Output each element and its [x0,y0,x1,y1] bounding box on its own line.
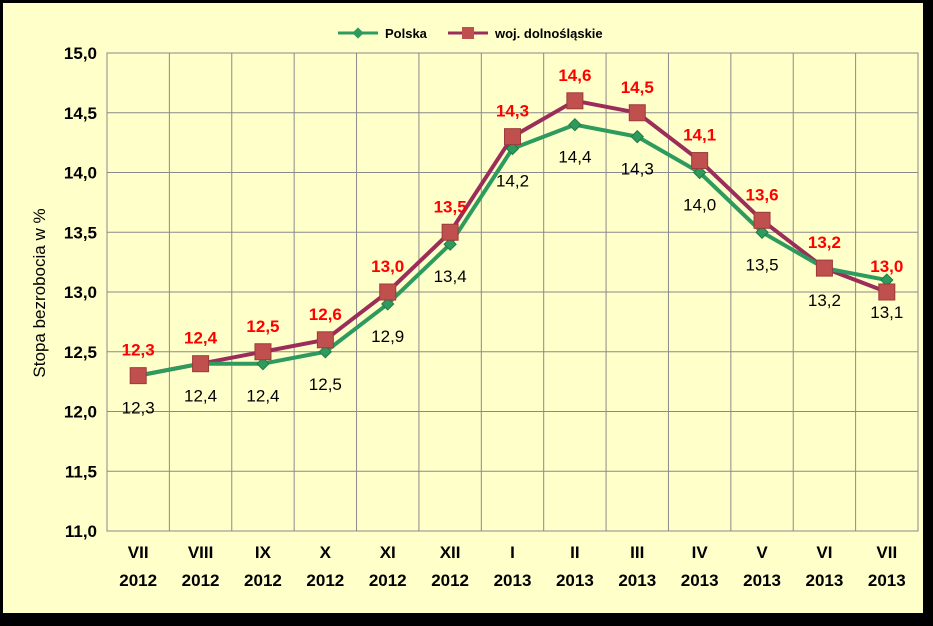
x-tick-labels: VII2012VIII2012IX2012X2012XI2012XII2012I… [119,543,905,590]
legend: Polska woj. dolnośląskie [338,26,603,41]
x-tick-label-month: VI [816,543,832,562]
y-tick-label: 11,5 [65,462,97,481]
marker-polska [318,345,333,359]
legend-label-polska: Polska [385,26,428,41]
y-tick-label: 15,0 [64,44,97,63]
data-label-polska: 12,4 [246,387,279,406]
x-tick-label-month: IX [255,543,272,562]
data-label-polska: 14,4 [558,148,591,167]
x-tick-label-month: III [630,543,644,562]
marker-polska [630,129,644,144]
data-label-dolnoslaskie: 14,6 [558,66,591,85]
data-label-dolnoslaskie: 13,6 [745,185,778,204]
data-label-polska: 12,9 [371,327,404,346]
y-tick-label: 11,0 [65,522,97,541]
data-label-polska: 14,3 [621,160,654,179]
y-tick-label: 14,0 [64,164,97,183]
x-tick-label-year: 2012 [306,571,344,590]
x-tick-label-month: XII [440,543,461,562]
x-tick-label-year: 2013 [681,571,719,590]
marker-dolnoslaskie [815,259,833,277]
marker-dolnoslaskie [129,367,147,385]
data-label-dolnoslaskie: 14,5 [621,78,654,97]
marker-polska [443,237,457,251]
grid-lines [106,52,919,532]
x-tick-label-month: II [570,543,579,562]
marker-dolnoslaskie [192,355,210,373]
data-label-polska: 13,2 [808,291,841,310]
data-label-dolnoslaskie: 12,3 [122,341,155,360]
chart-frame: 11,0 11,5 12,0 12,5 13,0 13,5 14,0 14,5 15,0 VII… [3,3,923,613]
data-label-dolnoslaskie: 12,5 [246,317,279,336]
y-tick-label: 12,0 [64,403,97,422]
marker-polska [505,141,520,156]
marker-polska [755,225,769,239]
y-tick-label: 14,5 [64,104,97,123]
marker-dolnoslaskie [379,283,397,301]
legend-marker-dolnoslaskie [462,27,474,39]
data-label-dolnoslaskie: 14,3 [496,102,529,121]
marker-polska [256,356,270,371]
y-tick-label: 12,5 [64,343,97,362]
data-label-dolnoslaskie: 13,2 [808,233,841,252]
data-label-dolnoslaskie: 14,1 [683,126,716,145]
x-tick-label-month: I [510,543,515,562]
y-axis-title: Stopa bezrobocia w % [30,208,49,377]
x-tick-label-year: 2013 [556,571,594,590]
data-label-dolnoslaskie: 13,0 [870,257,903,276]
data-label-dolnoslaskie: 13,5 [434,197,467,216]
marker-dolnoslaskie [566,92,584,110]
data-label-polska: 13,4 [434,267,467,286]
x-tick-label-year: 2012 [369,571,407,590]
data-label-dolnoslaskie: 13,0 [371,257,404,276]
series-line-polska [137,122,888,378]
marker-dolnoslaskie [753,211,771,229]
marker-polska [568,117,582,132]
data-label-dolnoslaskie: 12,6 [309,305,342,324]
marker-dolnoslaskie [691,152,709,170]
x-tick-label-year: 2012 [244,571,282,590]
legend-marker-polska [352,27,364,39]
series-markers [129,92,896,385]
x-tick-label-month: V [756,543,768,562]
x-tick-label-month: IV [692,543,709,562]
x-tick-label-year: 2012 [431,571,469,590]
data-label-polska: 12,3 [122,399,155,418]
marker-dolnoslaskie [254,343,272,361]
y-tick-label: 13,5 [64,223,97,242]
marker-dolnoslaskie [628,104,646,122]
x-tick-label-month: XI [380,543,396,562]
x-tick-label-month: VIII [188,543,214,562]
data-label-dolnoslaskie: 12,4 [184,329,218,348]
x-tick-label-month: VII [128,543,149,562]
x-tick-label-year: 2013 [494,571,532,590]
marker-polska [381,297,395,311]
data-label-polska: 12,5 [309,375,342,394]
y-tick-labels: 11,0 11,5 12,0 12,5 13,0 13,5 14,0 14,5 15,0 [64,44,97,541]
data-labels: 12,3 12,4 12,4 12,5 12,9 13,4 14,2 14,4 14,3 14,0… [122,66,904,418]
data-label-polska: 13,1 [870,303,903,322]
x-tick-label-year: 2013 [806,571,844,590]
x-tick-label-month: X [320,543,332,562]
x-tick-label-month: VII [876,543,897,562]
marker-dolnoslaskie [316,331,334,349]
x-tick-label-year: 2012 [119,571,157,590]
y-tick-label: 13,0 [64,283,97,302]
data-label-polska: 12,4 [184,387,217,406]
data-label-polska: 14,0 [683,196,716,215]
line-chart: 11,011,512,012,513,013,514,014,515,0 VII… [30,26,919,590]
x-tick-label-year: 2013 [743,571,781,590]
x-tick-label-year: 2012 [182,571,220,590]
x-tick-label-year: 2013 [868,571,906,590]
marker-dolnoslaskie [878,283,896,301]
marker-dolnoslaskie [441,223,459,241]
legend-label-dolnoslaskie: woj. dolnośląskie [494,26,603,41]
marker-dolnoslaskie [504,128,521,146]
marker-polska [692,165,707,180]
data-label-polska: 14,2 [496,172,529,191]
x-tick-label-year: 2013 [618,571,656,590]
data-label-polska: 13,5 [745,255,778,274]
